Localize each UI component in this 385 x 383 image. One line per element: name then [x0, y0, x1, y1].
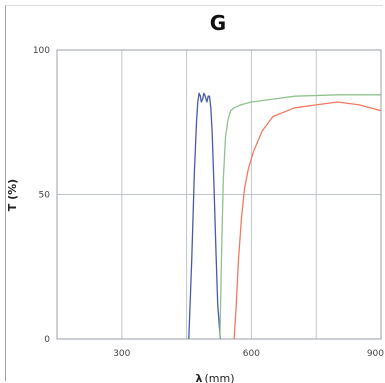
- x-axis-symbol: λ: [196, 372, 203, 383]
- chart-title: G: [210, 11, 226, 35]
- series-line-1: [188, 92, 221, 340]
- y-tick-label: 0: [44, 335, 50, 345]
- y-tick-label: 100: [33, 46, 50, 56]
- x-tick-label: 300: [113, 349, 130, 359]
- tick-labels: 300 600 900 0 50 100: [33, 46, 384, 359]
- series-line-2: [219, 94, 381, 340]
- series-lines: [188, 92, 381, 340]
- chart-frame: [5, 5, 383, 381]
- x-tick-label: 900: [367, 349, 384, 359]
- x-tick-label: 600: [243, 349, 260, 359]
- y-axis-label: T (%): [6, 179, 19, 211]
- x-axis-label: λ (mm): [196, 372, 235, 383]
- plot-area-border: [56, 49, 382, 340]
- series-line-3: [233, 101, 381, 340]
- gridlines: [57, 50, 381, 339]
- x-axis-unit: (mm): [204, 372, 234, 383]
- y-tick-label: 50: [39, 191, 51, 201]
